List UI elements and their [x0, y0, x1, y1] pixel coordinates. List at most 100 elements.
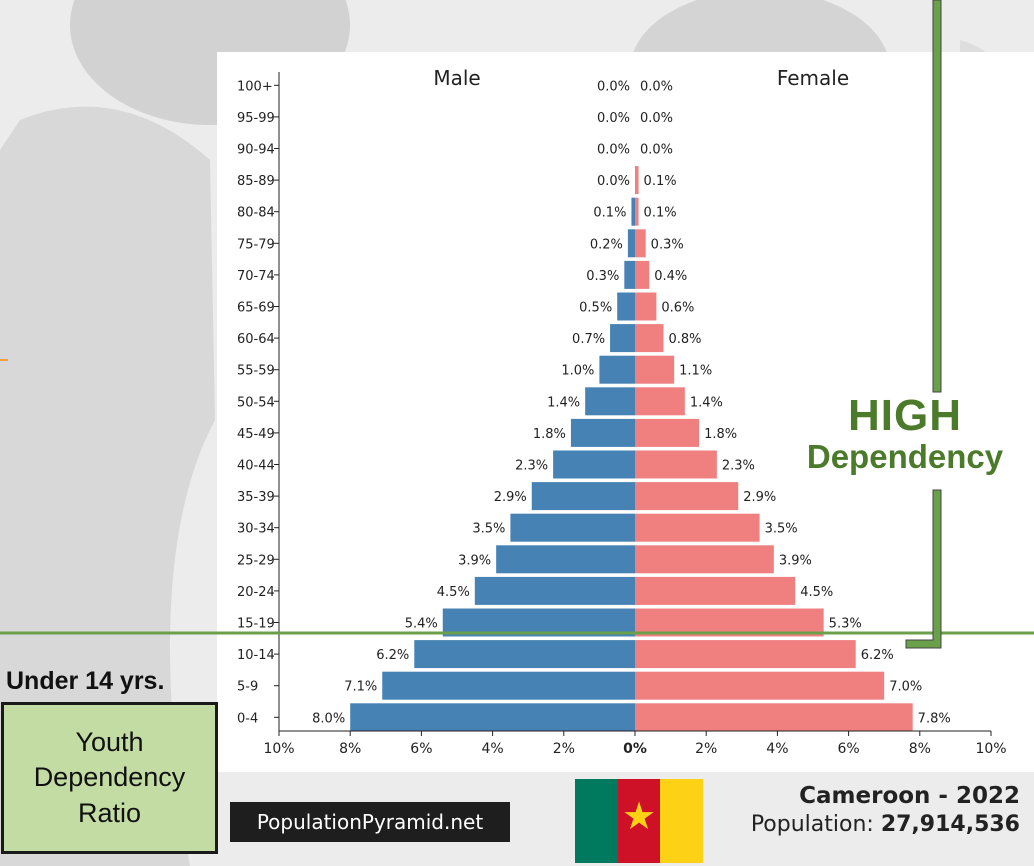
- female-value-label: 7.0%: [889, 680, 922, 695]
- male-value-label: 5.4%: [405, 617, 438, 632]
- male-bar: [627, 229, 635, 258]
- dependency-word: Dependency: [806, 438, 1004, 475]
- x-tick-label: 2%: [553, 741, 575, 757]
- male-bar: [442, 608, 635, 637]
- female-value-label: 7.8%: [918, 711, 951, 726]
- male-bar: [631, 197, 635, 226]
- age-group-label: 80-84: [237, 206, 275, 221]
- male-value-label: 0.0%: [597, 111, 630, 126]
- age-group-label: 20-24: [237, 585, 275, 600]
- x-tick-label: 8%: [909, 741, 931, 757]
- female-bar: [635, 387, 685, 416]
- male-value-label: 1.0%: [561, 364, 594, 379]
- female-bar: [635, 418, 700, 447]
- male-value-label: 4.5%: [437, 585, 470, 600]
- female-bar: [635, 482, 739, 511]
- age-group-label: 90-94: [237, 143, 275, 158]
- female-title: Female: [777, 66, 849, 90]
- female-value-label: 0.8%: [668, 332, 701, 347]
- flag-stripe-red: ★: [617, 779, 661, 863]
- male-bar: [553, 450, 635, 479]
- female-bar: [635, 450, 717, 479]
- male-value-label: 0.2%: [590, 237, 623, 252]
- female-value-label: 6.2%: [861, 648, 894, 663]
- male-value-label: 0.0%: [597, 174, 630, 189]
- x-tick-label: 6%: [410, 741, 432, 757]
- female-value-label: 1.1%: [679, 364, 712, 379]
- age-group-label: 5-9: [237, 680, 258, 695]
- age-group-label: 45-49: [237, 427, 275, 442]
- country-year-title: Cameroon - 2022: [799, 783, 1020, 809]
- male-value-label: 2.3%: [515, 459, 548, 474]
- flag-stripe-green: [575, 779, 618, 863]
- x-tick-label: 4%: [766, 741, 788, 757]
- female-value-label: 0.0%: [640, 79, 673, 94]
- female-bar: [635, 703, 913, 732]
- female-value-label: 0.0%: [640, 111, 673, 126]
- population-pyramid-chart: Male Female 100+ 0.0% 0.0% 95-99 0.0% 0.0% 90-94…: [237, 66, 1007, 757]
- female-value-label: 2.3%: [722, 459, 755, 474]
- male-value-label: 8.0%: [312, 711, 345, 726]
- male-bar: [624, 260, 635, 289]
- female-bar: [635, 324, 664, 353]
- age-group-label: 60-64: [237, 332, 275, 347]
- male-value-label: 0.0%: [597, 79, 630, 94]
- age-group-label: 25-29: [237, 553, 275, 568]
- male-value-label: 1.4%: [547, 395, 580, 410]
- female-bar: [635, 260, 650, 289]
- male-bar: [531, 482, 635, 511]
- chart-panel: Male Female 100+ 0.0% 0.0% 95-99 0.0% 0.0% 90-94…: [217, 52, 1034, 772]
- female-bar: [635, 640, 856, 669]
- age-group-label: 40-44: [237, 459, 275, 474]
- female-value-label: 0.1%: [644, 206, 677, 221]
- x-tick-label: 10%: [263, 741, 294, 757]
- female-bar: [635, 513, 760, 542]
- female-bar: [635, 671, 885, 700]
- female-value-label: 5.3%: [829, 617, 862, 632]
- high-dependency-label: HIGH Dependency: [790, 391, 1020, 475]
- male-bar: [617, 292, 635, 321]
- age-group-label: 0-4: [237, 711, 258, 726]
- x-tick-label: 0%: [623, 741, 647, 757]
- male-value-label: 3.5%: [472, 522, 505, 537]
- age-group-label: 30-34: [237, 522, 275, 537]
- age-group-label: 85-89: [237, 174, 275, 189]
- female-value-label: 4.5%: [800, 585, 833, 600]
- male-bar: [585, 387, 635, 416]
- male-value-label: 0.0%: [597, 143, 630, 158]
- female-value-label: 1.4%: [690, 395, 723, 410]
- female-bar: [635, 166, 639, 195]
- star-icon: ★: [621, 794, 657, 838]
- age-group-label: 10-14: [237, 648, 275, 663]
- male-value-label: 7.1%: [344, 680, 377, 695]
- male-bar: [474, 576, 635, 605]
- male-bar: [610, 324, 635, 353]
- under-14-label: Under 14 yrs.: [6, 667, 165, 695]
- male-value-label: 1.8%: [533, 427, 566, 442]
- female-value-label: 3.5%: [765, 522, 798, 537]
- age-group-label: 65-69: [237, 301, 275, 316]
- female-value-label: 0.1%: [644, 174, 677, 189]
- x-tick-label: 6%: [837, 741, 859, 757]
- age-group-label: 100+: [237, 79, 273, 94]
- male-value-label: 0.5%: [579, 301, 612, 316]
- age-group-label: 75-79: [237, 237, 275, 252]
- age-group-label: 50-54: [237, 395, 275, 410]
- age-group-label: 70-74: [237, 269, 275, 284]
- male-title: Male: [433, 66, 480, 90]
- male-bar: [496, 545, 635, 574]
- female-bar: [635, 576, 796, 605]
- youth-dependency-ratio-text: Youth Dependency Ratio: [33, 727, 186, 828]
- male-value-label: 0.7%: [572, 332, 605, 347]
- female-value-label: 0.3%: [651, 237, 684, 252]
- high-word: HIGH: [848, 391, 962, 440]
- female-value-label: 3.9%: [779, 553, 812, 568]
- male-bar: [350, 703, 635, 732]
- female-bar: [635, 292, 657, 321]
- female-bar: [635, 229, 646, 258]
- population-value: 27,914,536: [880, 812, 1020, 837]
- female-bar: [635, 197, 639, 226]
- x-tick-label: 2%: [695, 741, 717, 757]
- site-brand-logo: PopulationPyramid.net: [230, 802, 510, 842]
- youth-dependency-ratio-box: Youth Dependency Ratio: [1, 702, 218, 854]
